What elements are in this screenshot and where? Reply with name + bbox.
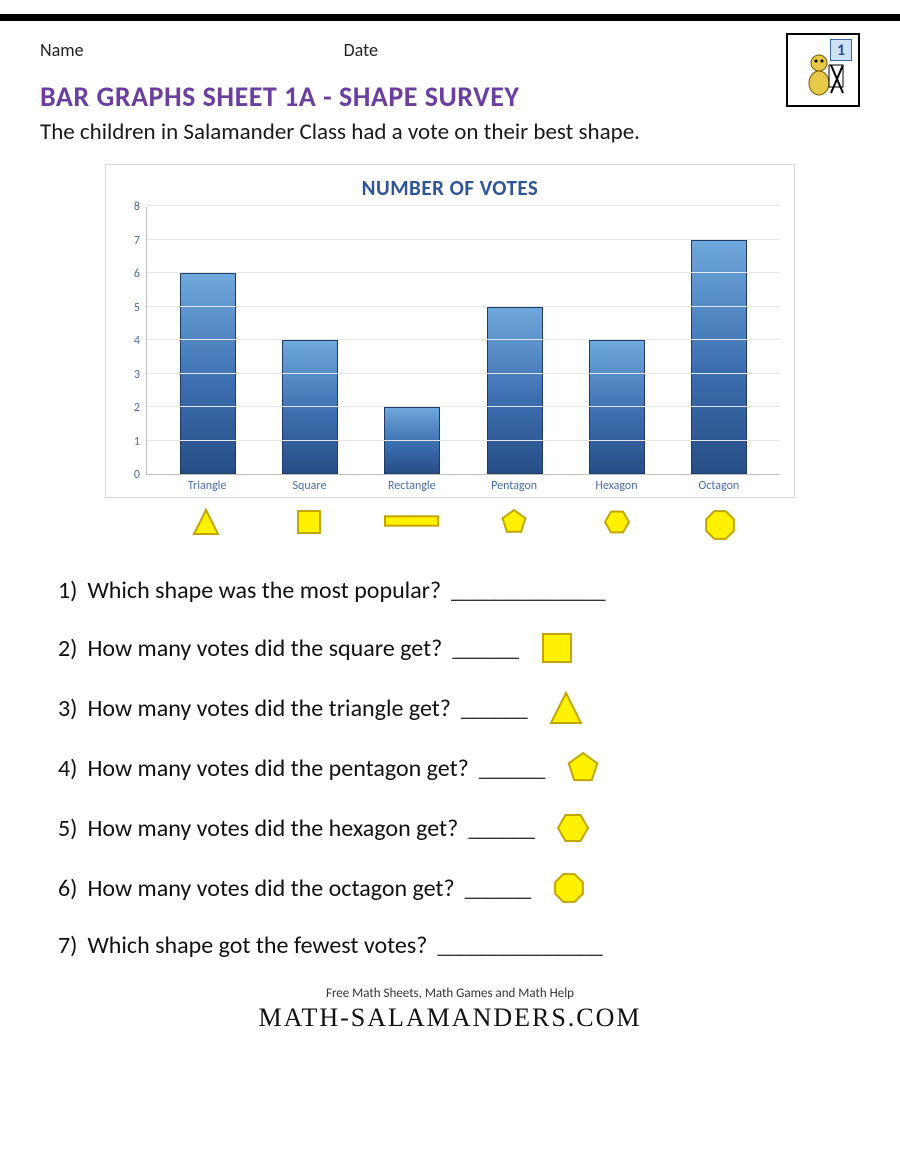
- x-axis-labels: Triangle Square Rectangle Pentagon Hexagon Oc…: [120, 475, 780, 493]
- answer-blank[interactable]: ______: [465, 874, 531, 903]
- y-axis: 012345678: [120, 207, 146, 475]
- question-number: 1): [58, 576, 77, 605]
- question: 5) How many votes did the hexagon get? _…: [58, 811, 860, 845]
- worksheet-page: Name Date 1 BAR GRAPHS SHEET 1A - SHAPE …: [0, 21, 900, 1063]
- octagon-icon: [552, 871, 586, 905]
- y-tick: 5: [134, 302, 140, 314]
- top-rule: [0, 14, 900, 21]
- name-label: Name: [40, 39, 84, 61]
- question-number: 2): [58, 634, 77, 663]
- gridline: [147, 272, 780, 273]
- gridline: [147, 406, 780, 407]
- question-number: 3): [58, 694, 77, 723]
- x-label: Pentagon: [486, 479, 542, 493]
- x-label: Square: [281, 479, 337, 493]
- question-text: Which shape was the most popular?: [87, 576, 441, 605]
- chart-grid: [146, 207, 780, 475]
- questions: 1) Which shape was the most popular? ___…: [58, 576, 860, 960]
- gridline: [147, 373, 780, 374]
- answer-blank[interactable]: ______: [468, 814, 534, 843]
- square-icon: [540, 631, 574, 665]
- gridline: [147, 239, 780, 240]
- question-text: How many votes did the octagon get?: [87, 874, 454, 903]
- question: 4) How many votes did the pentagon get? …: [58, 751, 860, 785]
- question: 6) How many votes did the octagon get? _…: [58, 871, 860, 905]
- y-tick: 8: [134, 201, 140, 213]
- y-tick: 7: [134, 235, 140, 247]
- footer-tagline: Free Math Sheets, Math Games and Math He…: [40, 986, 860, 1001]
- date-label: Date: [344, 39, 378, 61]
- shape-cell: [384, 508, 440, 542]
- pentagon-icon: [566, 751, 600, 785]
- x-label: Rectangle: [384, 479, 440, 493]
- x-label: Hexagon: [588, 479, 644, 493]
- question-text: How many votes did the square get?: [87, 634, 442, 663]
- bar-chart: NUMBER OF VOTES 0 1 2 3 4 5 6 7 8 Triangle Square…: [105, 164, 795, 498]
- shape-icons-row: [105, 504, 795, 542]
- question-number: 5): [58, 814, 77, 843]
- page-title: BAR GRAPHS SHEET 1A - SHAPE SURVEY: [40, 79, 860, 114]
- bar: [180, 273, 236, 474]
- question: 7) Which shape got the fewest votes? ___…: [58, 931, 860, 960]
- gridline: [147, 205, 780, 206]
- bar: [282, 340, 338, 474]
- question: 2) How many votes did the square get? __…: [58, 631, 860, 665]
- bar: [589, 340, 645, 474]
- y-tick: 2: [134, 402, 140, 414]
- chart-plot: 012345678: [120, 207, 780, 475]
- question-text: How many votes did the triangle get?: [87, 694, 450, 723]
- chart-title: NUMBER OF VOTES: [120, 175, 780, 201]
- hexagon-icon: [556, 811, 590, 845]
- bar: [487, 307, 543, 475]
- answer-blank[interactable]: ______________: [451, 576, 604, 605]
- shape-cell: [178, 508, 234, 542]
- shape-cell: [692, 508, 748, 542]
- footer-brand: MATH-SALAMANDERS.COM: [40, 1003, 860, 1033]
- answer-blank[interactable]: ______: [461, 694, 527, 723]
- x-label: Triangle: [179, 479, 235, 493]
- pentagon-icon: [500, 508, 528, 536]
- shape-cell: [589, 508, 645, 542]
- question-number: 6): [58, 874, 77, 903]
- bars-container: [147, 207, 780, 474]
- x-label: Octagon: [691, 479, 747, 493]
- question: 3) How many votes did the triangle get? …: [58, 691, 860, 725]
- gridline: [147, 440, 780, 441]
- y-tick: 4: [134, 335, 140, 347]
- footer: Free Math Sheets, Math Games and Math He…: [40, 986, 860, 1033]
- octagon-icon: [703, 508, 737, 542]
- hexagon-icon: [603, 508, 631, 536]
- shape-cell: [486, 508, 542, 542]
- answer-blank[interactable]: ______: [452, 634, 518, 663]
- question-text: Which shape got the fewest votes?: [87, 931, 427, 960]
- question-text: How many votes did the hexagon get?: [87, 814, 458, 843]
- header-row: Name Date 1: [40, 39, 860, 61]
- triangle-icon: [192, 508, 220, 536]
- rectangle-icon: [383, 508, 440, 534]
- bar: [384, 407, 440, 474]
- question-number: 4): [58, 754, 77, 783]
- question: 1) Which shape was the most popular? ___…: [58, 576, 860, 605]
- gridline: [147, 306, 780, 307]
- y-tick: 1: [134, 436, 140, 448]
- triangle-icon: [549, 691, 583, 725]
- question-number: 7): [58, 931, 77, 960]
- y-tick: 0: [134, 469, 140, 481]
- answer-blank[interactable]: ______: [479, 754, 545, 783]
- shape-cell: [281, 508, 337, 542]
- logo-box: 1: [786, 33, 860, 107]
- square-icon: [295, 508, 323, 536]
- y-tick: 3: [134, 369, 140, 381]
- gridline: [147, 339, 780, 340]
- grade-badge: 1: [830, 39, 852, 61]
- y-tick: 6: [134, 268, 140, 280]
- answer-blank[interactable]: _______________: [437, 931, 601, 960]
- page-subtitle: The children in Salamander Class had a v…: [40, 118, 860, 146]
- question-text: How many votes did the pentagon get?: [87, 754, 468, 783]
